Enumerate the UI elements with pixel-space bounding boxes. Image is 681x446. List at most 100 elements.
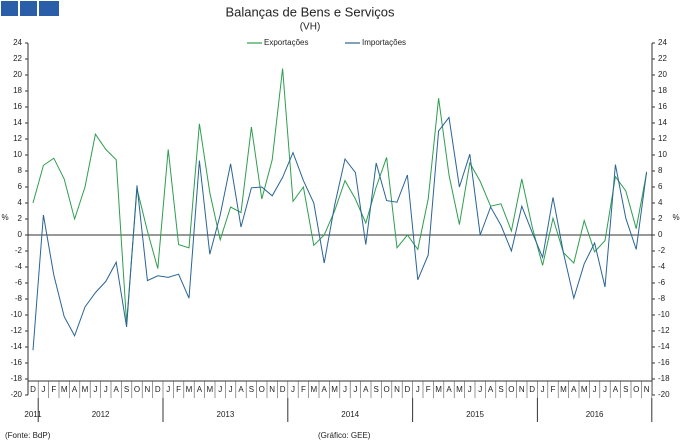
- logo-block: [20, 1, 37, 16]
- x-tick-label: J: [416, 385, 420, 394]
- x-tick-label: M: [82, 385, 89, 394]
- x-tick-label: D: [405, 385, 411, 394]
- x-tick-label: O: [508, 385, 514, 394]
- x-tick-label: J: [343, 385, 347, 394]
- x-tick-label: A: [363, 385, 369, 394]
- x-tick-label: J: [166, 385, 170, 394]
- x-tick-label: D: [280, 385, 286, 394]
- x-tick-label: M: [61, 385, 68, 394]
- series-line: [32, 116, 648, 351]
- y2-tick-label: 14: [658, 118, 667, 127]
- y2-tick-label: 6: [658, 182, 663, 191]
- x-tick-label: M: [310, 385, 317, 394]
- y2-axis-label: %: [672, 213, 679, 222]
- y2-tick-label: 20: [658, 70, 667, 79]
- y-tick-label: 2: [18, 214, 23, 223]
- x-tick-label: J: [468, 385, 472, 394]
- y-tick-label: 12: [13, 134, 22, 143]
- y-tick-label: -18: [10, 374, 22, 383]
- x-tick-label: M: [206, 385, 213, 394]
- y2-tick-label: 22: [658, 54, 667, 63]
- x-tick-label: O: [383, 385, 389, 394]
- year-label: 2016: [586, 410, 604, 419]
- y-tick-label: -8: [15, 294, 23, 303]
- year-label: 2011: [24, 410, 42, 419]
- y-tick-label: -2: [15, 246, 23, 255]
- legend-label: Importações: [362, 38, 406, 47]
- x-tick-label: D: [30, 385, 36, 394]
- y2-tick-label: 2: [658, 214, 663, 223]
- x-tick-label: N: [269, 385, 275, 394]
- source-note: (Fonte: BdP): [5, 431, 51, 440]
- y-tick-label: 14: [13, 118, 22, 127]
- year-label: 2014: [341, 410, 359, 419]
- year-label: 2015: [466, 410, 484, 419]
- legend-label: Exportações: [264, 38, 308, 47]
- x-tick-label: J: [353, 385, 357, 394]
- y2-tick-label: -14: [658, 342, 670, 351]
- x-tick-label: A: [571, 385, 577, 394]
- credit-note: (Gráfico: GEE): [318, 431, 371, 440]
- y2-tick-label: -16: [658, 358, 670, 367]
- y-tick-label: 4: [18, 198, 23, 207]
- x-tick-label: O: [633, 385, 639, 394]
- year-label: 2012: [92, 410, 110, 419]
- y2-tick-label: -4: [658, 262, 666, 271]
- x-tick-label: A: [114, 385, 120, 394]
- y2-tick-label: -18: [658, 374, 670, 383]
- year-label: 2013: [217, 410, 235, 419]
- y2-tick-label: 0: [658, 230, 663, 239]
- x-tick-label: A: [446, 385, 452, 394]
- y2-tick-label: -2: [658, 246, 666, 255]
- logo-block: [1, 1, 18, 16]
- x-tick-label: N: [394, 385, 400, 394]
- y-tick-label: -12: [10, 326, 22, 335]
- y2-tick-label: -12: [658, 326, 670, 335]
- y-tick-label: 6: [18, 182, 23, 191]
- x-tick-label: M: [456, 385, 463, 394]
- x-tick-label: F: [426, 385, 431, 394]
- x-tick-label: J: [541, 385, 545, 394]
- x-tick-label: M: [331, 385, 338, 394]
- y2-tick-label: 18: [658, 86, 667, 95]
- y-tick-label: -10: [10, 310, 22, 319]
- series-line: [32, 68, 648, 324]
- x-tick-label: J: [478, 385, 482, 394]
- x-tick-label: S: [249, 385, 254, 394]
- x-tick-label: A: [238, 385, 244, 394]
- y-tick-label: -14: [10, 342, 22, 351]
- x-tick-label: F: [551, 385, 556, 394]
- x-tick-label: M: [581, 385, 588, 394]
- x-tick-label: J: [229, 385, 233, 394]
- y-tick-label: -16: [10, 358, 22, 367]
- x-tick-label: N: [145, 385, 151, 394]
- x-tick-label: J: [93, 385, 97, 394]
- x-tick-label: M: [435, 385, 442, 394]
- x-tick-label: J: [104, 385, 108, 394]
- x-tick-label: N: [519, 385, 525, 394]
- y2-tick-label: -8: [658, 294, 666, 303]
- y2-tick-label: 16: [658, 102, 667, 111]
- y-tick-label: 22: [13, 54, 22, 63]
- y2-tick-label: 4: [658, 198, 663, 207]
- x-tick-label: F: [176, 385, 181, 394]
- x-tick-label: M: [186, 385, 193, 394]
- y2-tick-label: 24: [658, 38, 667, 47]
- y-tick-label: 16: [13, 102, 22, 111]
- x-tick-label: F: [51, 385, 56, 394]
- x-tick-label: M: [560, 385, 567, 394]
- chart-subtitle: (VH): [300, 22, 321, 33]
- x-tick-label: S: [374, 385, 379, 394]
- y-axis-label: %: [1, 213, 8, 222]
- x-tick-label: A: [488, 385, 494, 394]
- x-tick-label: S: [623, 385, 628, 394]
- x-tick-label: S: [124, 385, 129, 394]
- y-tick-label: -6: [15, 278, 23, 287]
- y2-tick-label: 10: [658, 150, 667, 159]
- y-tick-label: 8: [18, 166, 23, 175]
- x-tick-label: A: [613, 385, 619, 394]
- x-tick-label: D: [529, 385, 535, 394]
- x-tick-label: F: [301, 385, 306, 394]
- x-tick-label: A: [72, 385, 78, 394]
